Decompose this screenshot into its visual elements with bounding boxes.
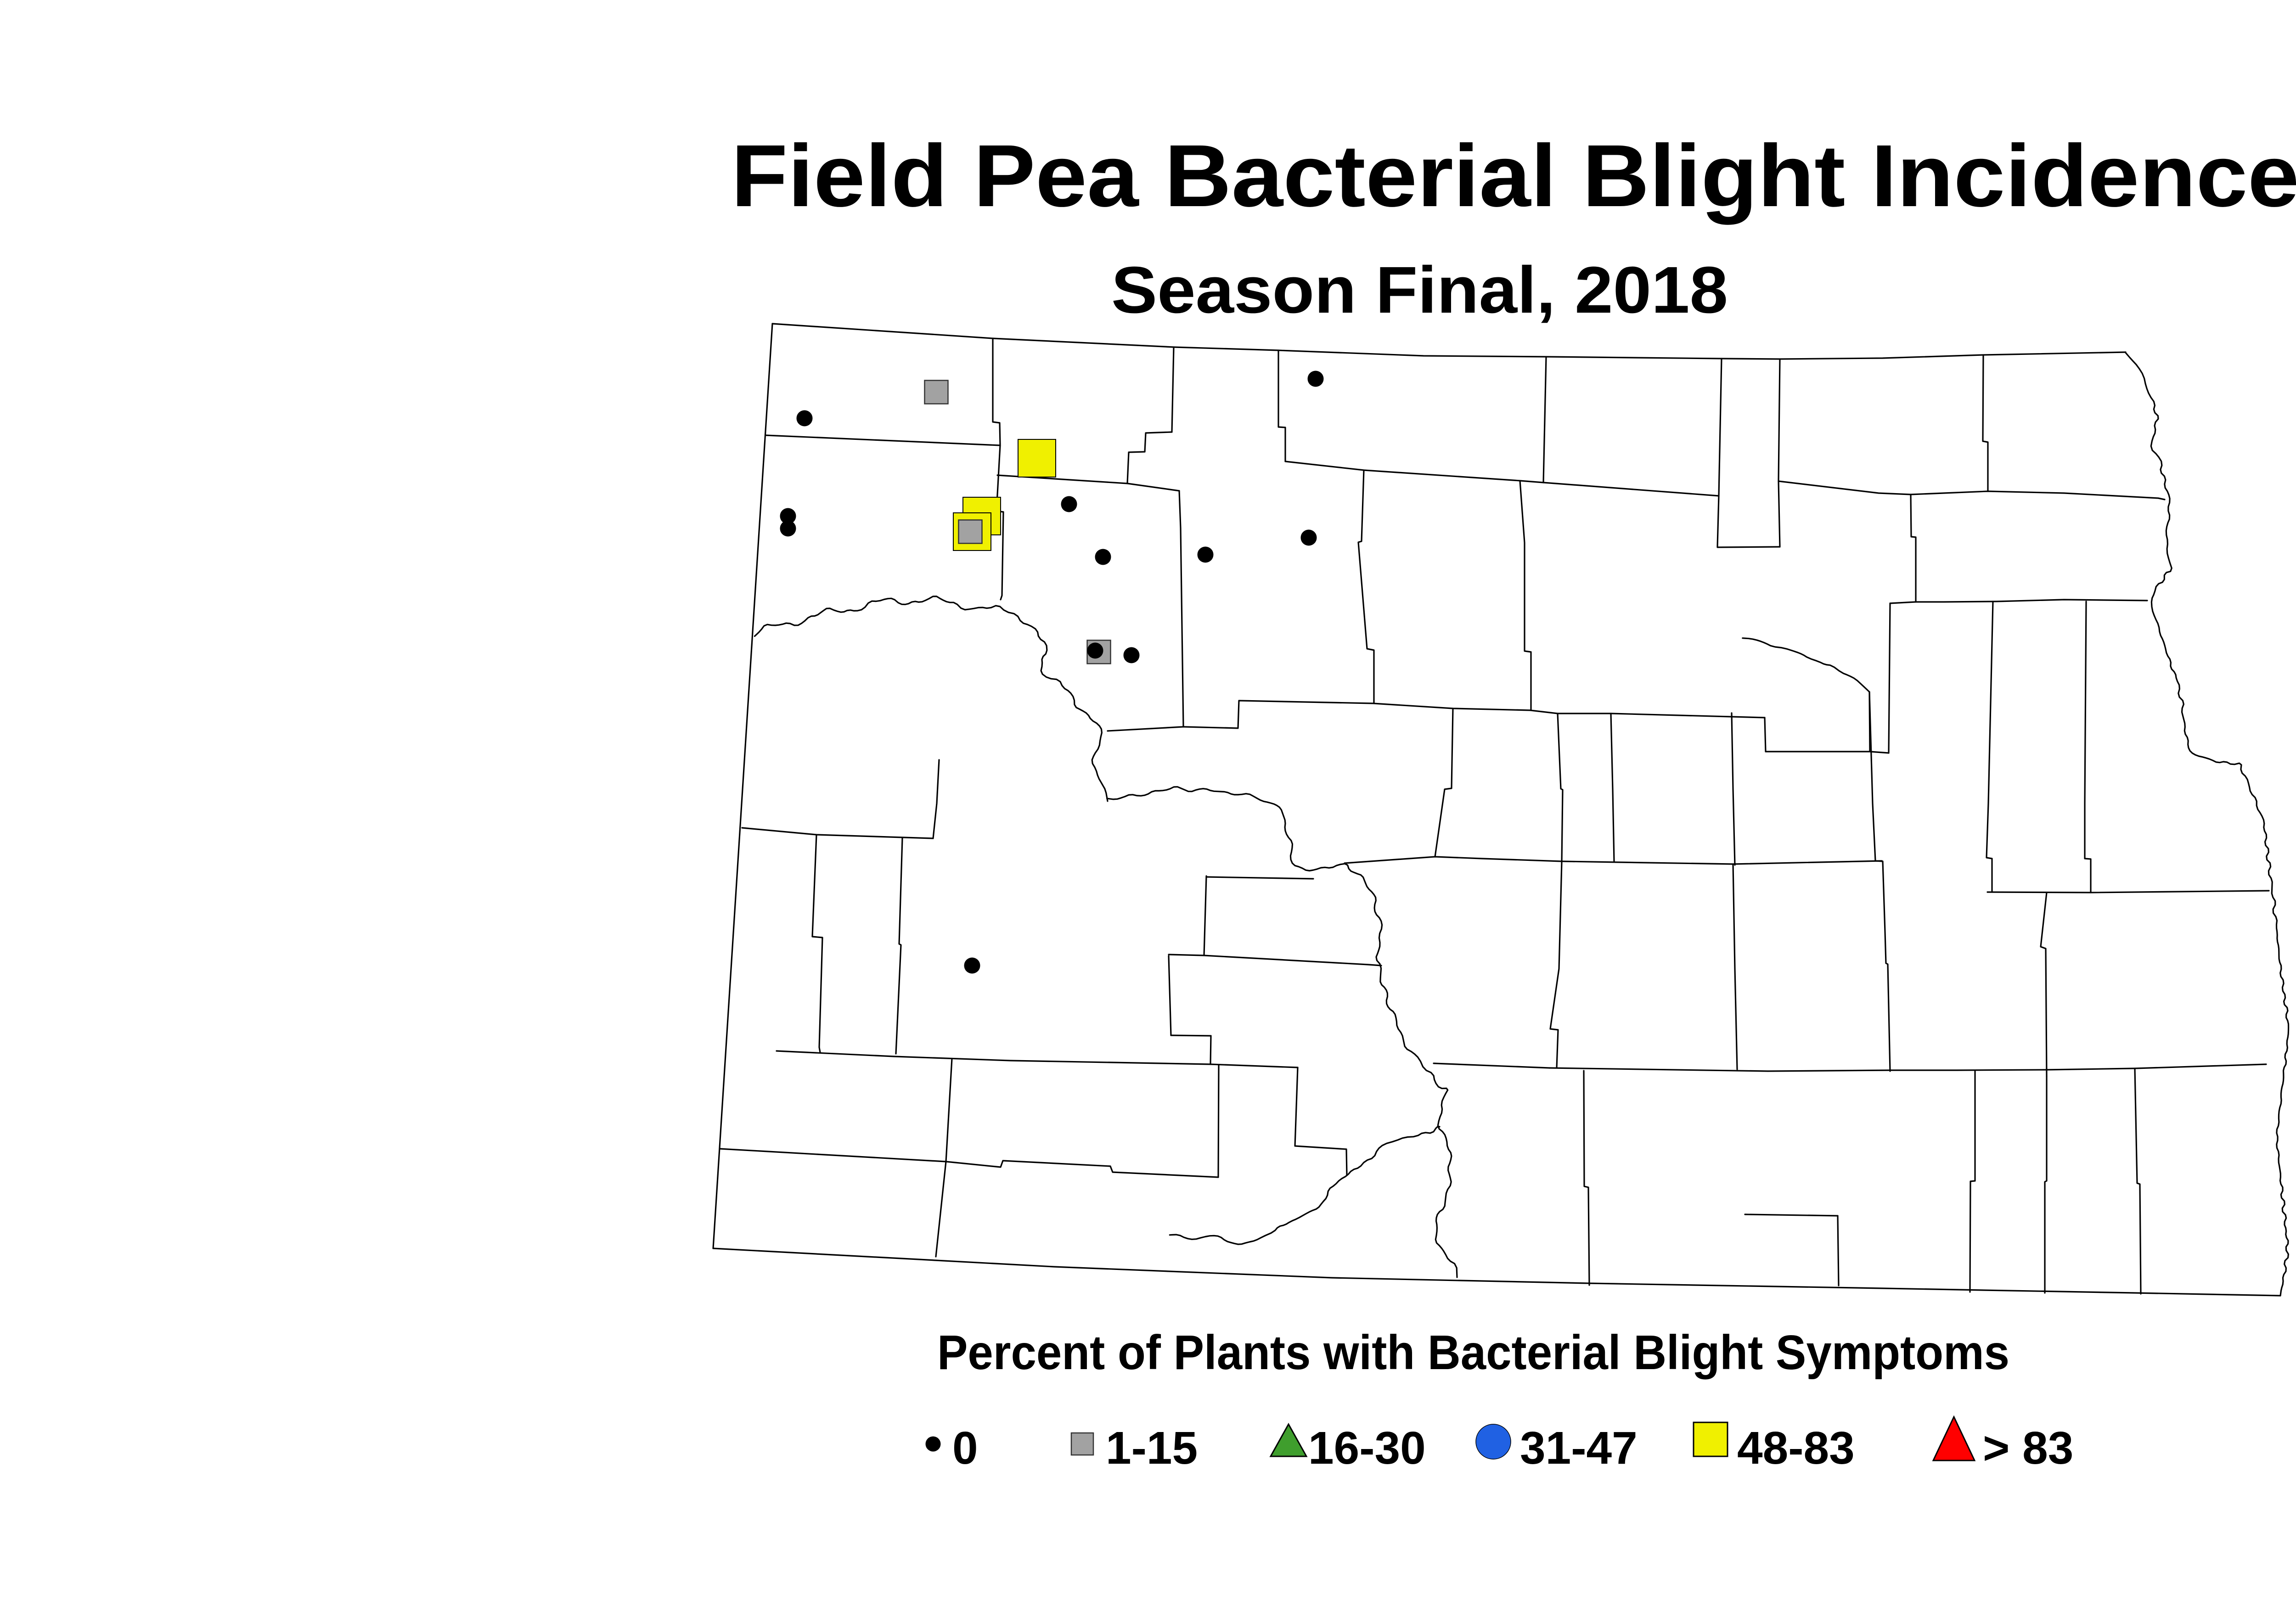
svg-text:1-15: 1-15 [1106,1422,1198,1474]
svg-text:0: 0 [952,1422,978,1474]
svg-text:> 83: > 83 [1983,1422,2073,1474]
svg-text:Field Pea Bacterial Blight Inc: Field Pea Bacterial Blight Incidence [731,126,2296,225]
svg-text:31-47: 31-47 [1520,1422,1638,1474]
svg-text:Percent of Plants with Bacteri: Percent of Plants with Bacterial Blight … [937,1326,2009,1380]
svg-text:48-83: 48-83 [1737,1422,1855,1474]
svg-text:16-30: 16-30 [1308,1422,1426,1474]
svg-text:Season Final, 2018: Season Final, 2018 [1111,253,1728,327]
